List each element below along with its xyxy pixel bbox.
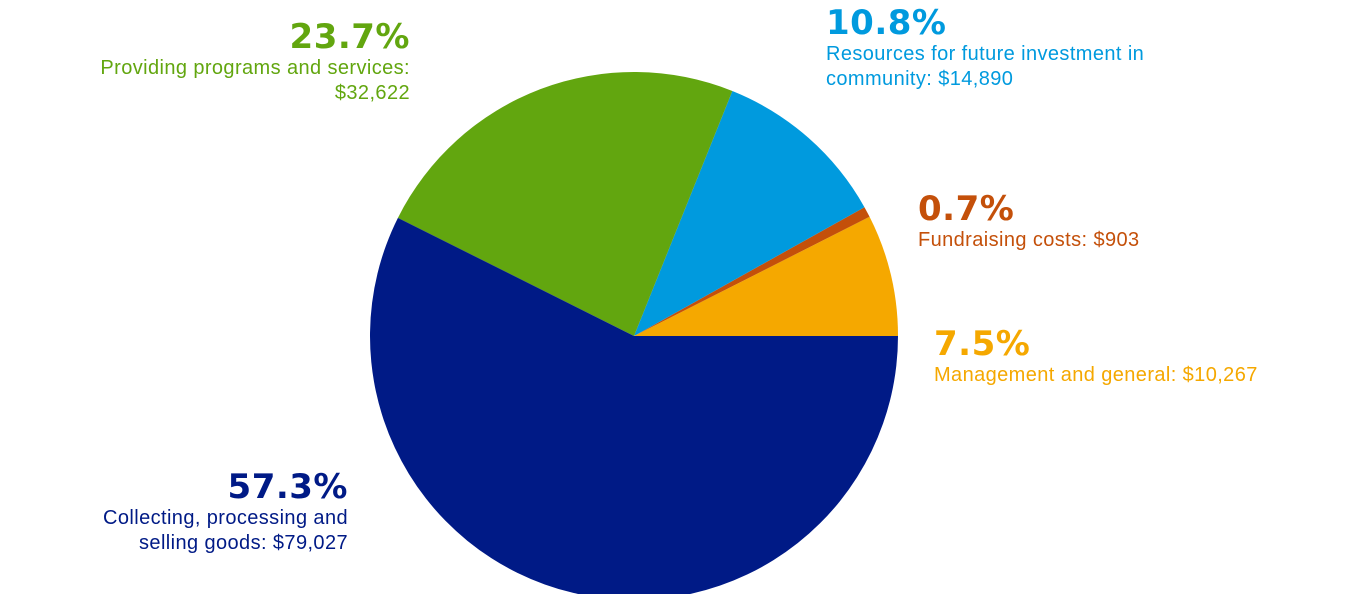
pie-slice-fundraising: [634, 207, 870, 336]
pie-slice-management: [634, 216, 898, 336]
fundraising-percent-label: 0.7%: [918, 189, 1015, 229]
programs-label-line-1: Providing programs and services:: [100, 56, 410, 79]
goods-percent-label: 57.3%: [227, 467, 348, 507]
pie-slice-programs: [397, 72, 733, 336]
pie-slice-future: [634, 91, 865, 336]
programs-label-line-2: $32,622: [334, 81, 410, 104]
management-label: Management and general: $10,267: [934, 363, 1258, 386]
callout-programs: 23.7% Providing programs and services: $…: [0, 17, 410, 106]
future-investment-label-line-1: Resources for future investment in: [826, 42, 1145, 65]
callout-management: 7.5% Management and general: $10,267: [934, 324, 1339, 388]
callout-future-investment: 10.8% Resources for future investment in…: [826, 3, 1246, 92]
goods-label-line-2: selling goods: $79,027: [139, 531, 348, 554]
future-investment-label-line-2: community: $14,890: [826, 67, 1014, 90]
programs-percent-label: 23.7%: [289, 17, 410, 57]
management-percent-label: 7.5%: [934, 324, 1031, 364]
fundraising-label: Fundraising costs: $903: [918, 228, 1140, 251]
future-investment-percent-label: 10.8%: [826, 3, 947, 43]
goods-label-line-1: Collecting, processing and: [103, 506, 348, 529]
pie-slice-goods: [370, 217, 898, 594]
callout-goods: 57.3% Collecting, processing and selling…: [0, 467, 348, 556]
callout-fundraising: 0.7% Fundraising costs: $903: [918, 189, 1298, 253]
